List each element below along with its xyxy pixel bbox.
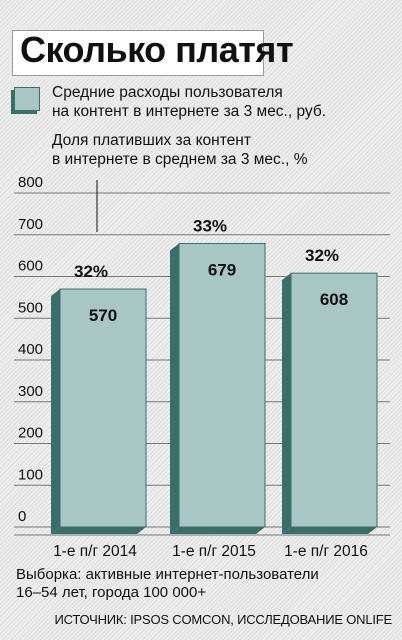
footnote-line1: Выборка: активные интернет-пользователи bbox=[16, 566, 319, 583]
y-tick-label: 800 bbox=[18, 174, 43, 191]
share-label: 33% bbox=[193, 217, 227, 236]
category-label: 1-е п/г 2015 bbox=[172, 543, 256, 560]
y-tick-label: 200 bbox=[18, 425, 43, 442]
y-tick-label: 400 bbox=[18, 341, 43, 358]
bar-value-label: 679 bbox=[208, 261, 236, 280]
bar bbox=[290, 272, 378, 528]
footnote-line2: 16–54 лет, города 100 000+ bbox=[16, 584, 207, 601]
bar bbox=[59, 288, 147, 528]
bar-base bbox=[170, 527, 265, 534]
category-label: 1-е п/г 2014 bbox=[53, 543, 137, 560]
title-box bbox=[12, 30, 264, 76]
bar-side bbox=[170, 243, 179, 534]
share-label: 32% bbox=[74, 262, 108, 281]
legend-spend-line2: на контент в интернете за 3 мес., руб. bbox=[52, 103, 327, 120]
share-label: 32% bbox=[305, 246, 339, 265]
legend-share-line1: Доля плативших за контент bbox=[52, 132, 251, 149]
bar-base bbox=[282, 527, 377, 534]
legend-share: Доля плативших за контент в интернете в … bbox=[52, 131, 308, 169]
bar-value-label: 570 bbox=[89, 306, 117, 325]
bar-side bbox=[51, 289, 60, 534]
y-tick-label: 100 bbox=[18, 466, 43, 483]
y-tick-label: 600 bbox=[18, 258, 43, 275]
legend-swatch-spend bbox=[14, 87, 40, 111]
y-tick-label: 500 bbox=[18, 299, 43, 316]
bar bbox=[178, 243, 266, 528]
y-tick-label: 700 bbox=[18, 216, 43, 233]
bar-side bbox=[282, 273, 291, 534]
legend-share-line2: в интернете в среднем за 3 мес., % bbox=[52, 151, 308, 168]
y-tick-label: 300 bbox=[18, 383, 43, 400]
y-tick-label: 0 bbox=[18, 508, 26, 525]
bar-value-label: 608 bbox=[320, 290, 348, 309]
source-credit: ИСТОЧНИК: IPSOS COMCON, ИССЛЕДОВАНИЕ ONL… bbox=[54, 612, 392, 627]
bar-base bbox=[51, 527, 146, 534]
category-label: 1-е п/г 2016 bbox=[284, 543, 368, 560]
legend-spend: Средние расходы пользователя на контент … bbox=[52, 83, 326, 121]
legend-spend-line1: Средние расходы пользователя bbox=[52, 84, 283, 101]
chart-title: Сколько платят bbox=[20, 29, 294, 70]
